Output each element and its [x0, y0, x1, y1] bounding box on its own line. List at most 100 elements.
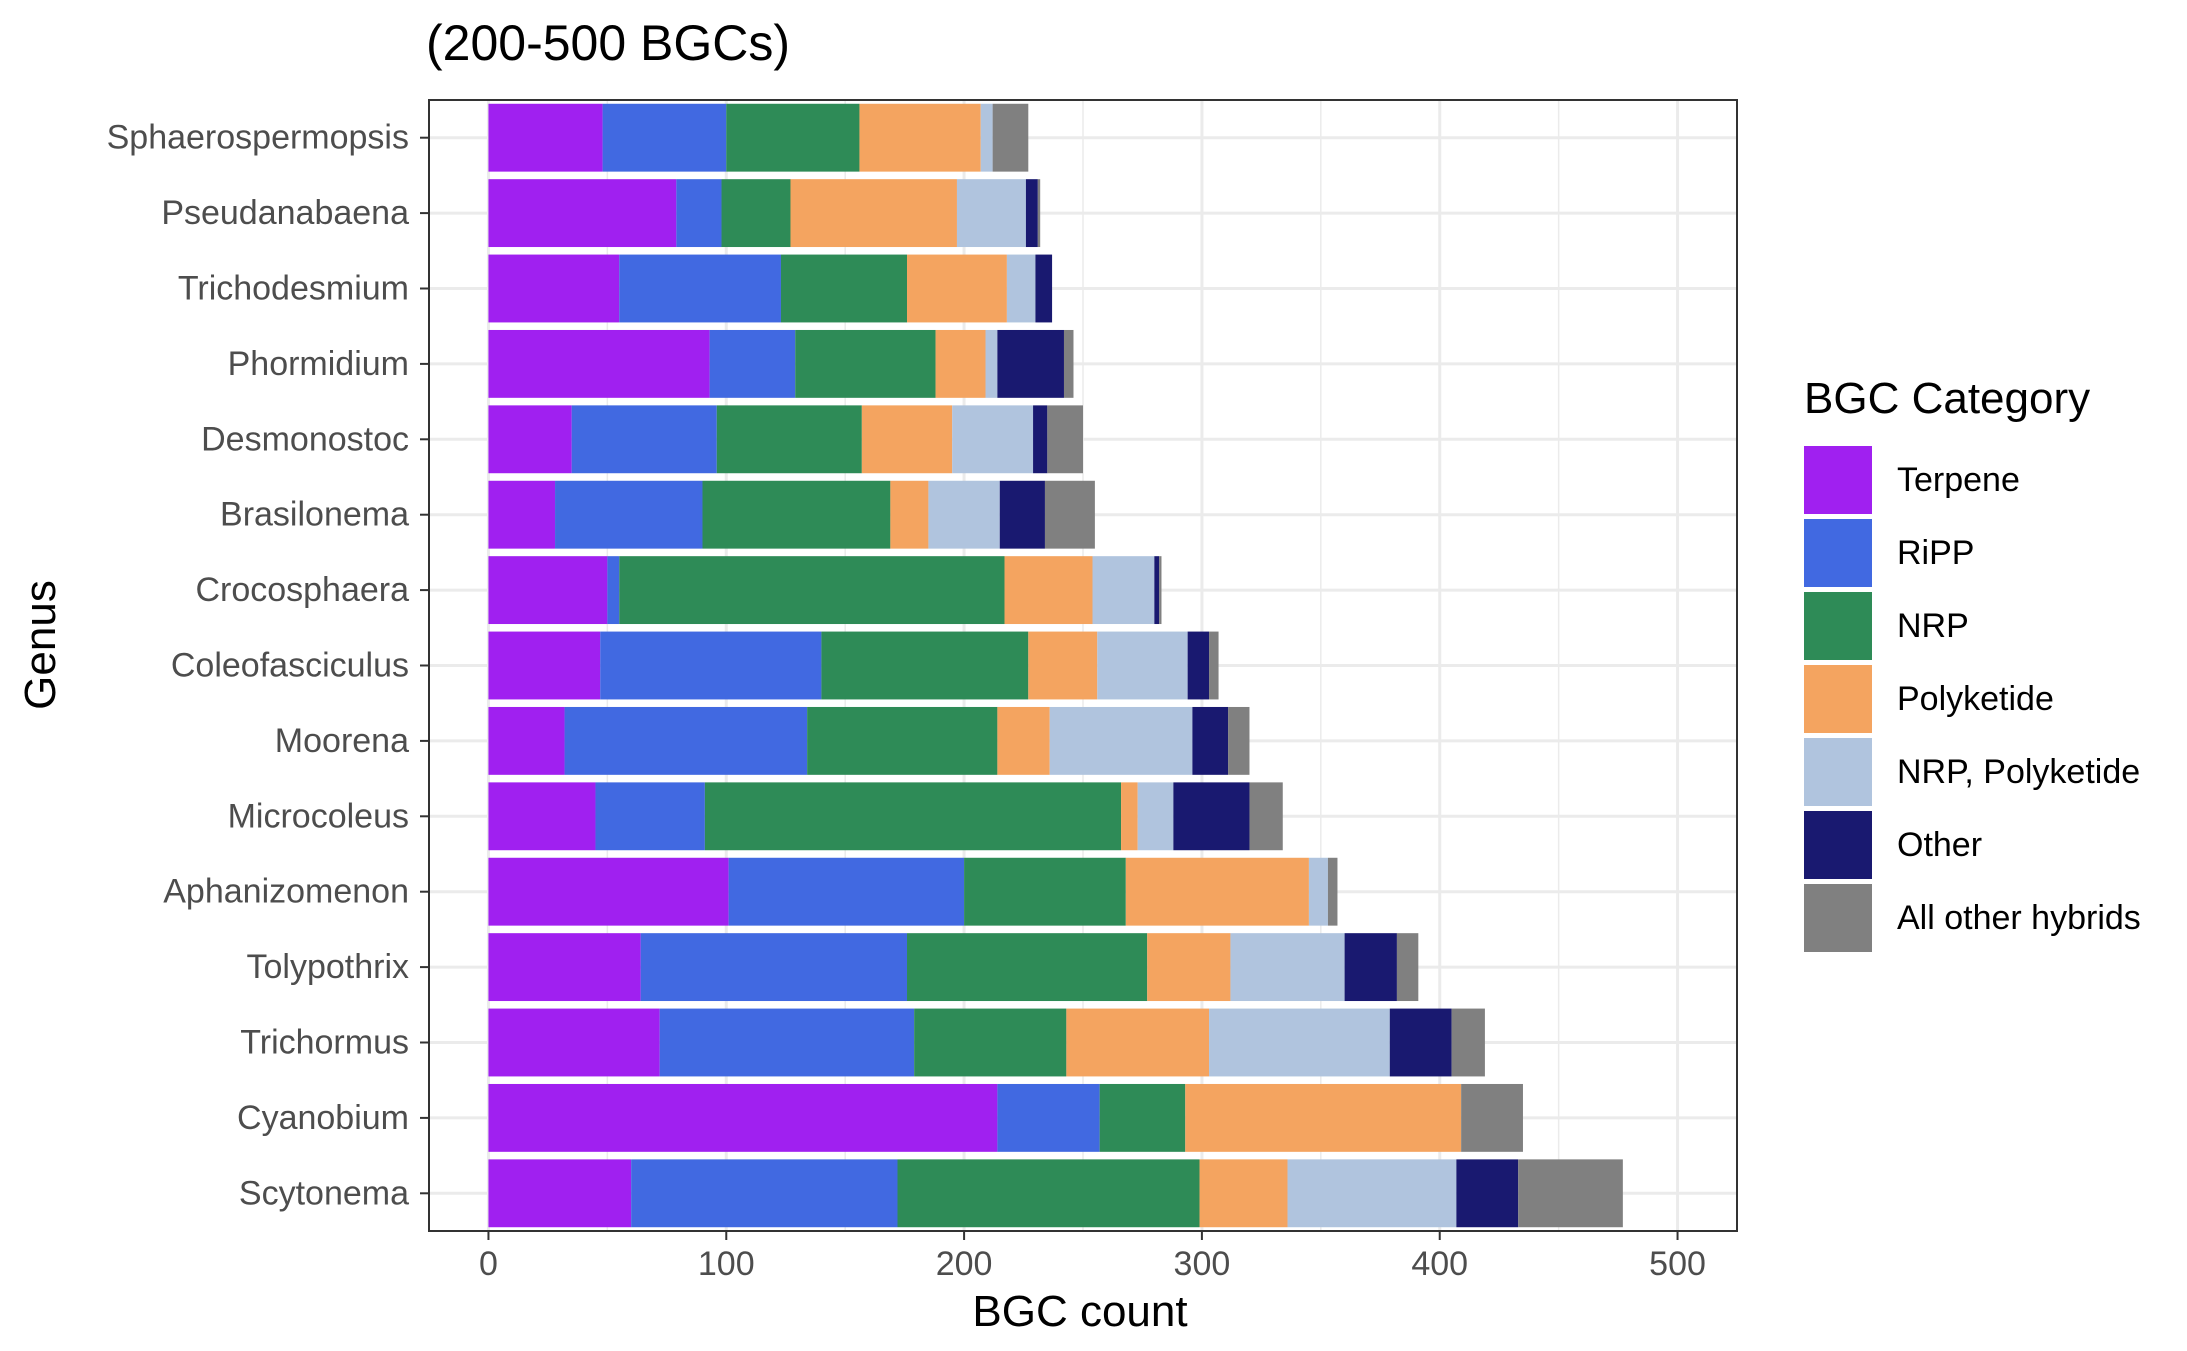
- bar-segment-all-other-hybrids-microcoleus: [1249, 782, 1283, 851]
- bar-segment-polyketide-coleofasciculus: [1028, 631, 1098, 700]
- bar-segment-terpene-phormidium: [488, 329, 710, 398]
- bar-segment-polyketide-aphanizomenon: [1125, 857, 1309, 926]
- bar-segment-nrp-tolypothrix: [907, 933, 1148, 1002]
- bar-segment-polyketide-sphaerospermopsis: [859, 103, 981, 172]
- legend-label: Other: [1897, 826, 1982, 864]
- legend-label: NRP: [1897, 607, 1969, 645]
- bar-segment-nrp-phormidium: [795, 329, 936, 398]
- y-tick-label: Trichormus: [240, 1024, 409, 1062]
- bar-segment-other-brasilonema: [999, 480, 1045, 549]
- bar-segment-all-other-hybrids-aphanizomenon: [1327, 857, 1338, 926]
- bar-segment-terpene-crocosphaera: [488, 556, 608, 625]
- bar-segment-nrp-trichodesmium: [780, 254, 908, 323]
- bar-segment-other-pseudanabaena: [1025, 179, 1038, 248]
- bar-segment-terpene-pseudanabaena: [488, 179, 677, 248]
- bar-segment-other-trichodesmium: [1035, 254, 1053, 323]
- bar-segment-other-crocosphaera: [1154, 556, 1160, 625]
- bar-segment-ripp-brasilonema: [555, 480, 703, 549]
- bar-segment-nrp-moorena: [807, 706, 998, 775]
- x-tick-label: 500: [1649, 1245, 1706, 1283]
- bar-segment-ripp-cyanobium: [997, 1083, 1100, 1152]
- bar-segment-nrp-aphanizomenon: [964, 857, 1126, 926]
- bar-segment-other-coleofasciculus: [1187, 631, 1210, 700]
- bar-segment-nrp-polyketide-coleofasciculus: [1097, 631, 1188, 700]
- bar-segment-nrp-polyketide-moorena: [1049, 706, 1193, 775]
- y-tick-label: Brasilonema: [220, 496, 409, 534]
- bar-segment-nrp-scytonema: [897, 1159, 1200, 1228]
- y-tick-label: Moorena: [275, 722, 409, 760]
- y-tick-label: Pseudanabaena: [161, 194, 409, 232]
- y-tick-label: Sphaerospermopsis: [107, 119, 409, 157]
- bar-segment-terpene-trichormus: [488, 1008, 660, 1077]
- bar-segment-polyketide-microcoleus: [1121, 782, 1138, 851]
- bar-segment-nrp-polyketide-microcoleus: [1137, 782, 1174, 851]
- legend-key-polyketide: [1804, 665, 1872, 733]
- bar-segment-other-tolypothrix: [1344, 933, 1397, 1002]
- bar-segment-nrp-coleofasciculus: [821, 631, 1029, 700]
- bar-segment-nrp-polyketide-sphaerospermopsis: [980, 103, 993, 172]
- legend-key-terpene: [1804, 446, 1872, 514]
- bar-segment-nrp-polyketide-crocosphaera: [1092, 556, 1155, 625]
- bar-segment-terpene-desmonostoc: [488, 405, 572, 474]
- legend-title: BGC Category: [1804, 374, 2090, 423]
- bar-segment-ripp-phormidium: [709, 329, 796, 398]
- y-tick-label: Desmonostoc: [201, 420, 409, 458]
- y-tick-label: Phormidium: [228, 345, 409, 383]
- bar-segment-ripp-coleofasciculus: [600, 631, 822, 700]
- bar-segment-ripp-desmonostoc: [571, 405, 717, 474]
- bar-segment-polyketide-scytonema: [1199, 1159, 1288, 1228]
- legend-key-nrp-polyketide: [1804, 738, 1872, 806]
- bar-segment-all-other-hybrids-scytonema: [1518, 1159, 1623, 1228]
- bar-segment-terpene-sphaerospermopsis: [488, 103, 603, 172]
- bar-segment-terpene-moorena: [488, 706, 565, 775]
- legend-label: Polyketide: [1897, 680, 2054, 718]
- y-tick-label: Aphanizomenon: [163, 873, 409, 911]
- bar-segment-nrp-polyketide-trichormus: [1209, 1008, 1390, 1077]
- y-tick-label: Trichodesmium: [178, 270, 409, 308]
- bar-segment-ripp-sphaerospermopsis: [602, 103, 727, 172]
- bar-segment-ripp-pseudanabaena: [676, 179, 722, 248]
- chart-title: (200-500 BGCs): [426, 15, 790, 71]
- bar-segment-all-other-hybrids-tolypothrix: [1396, 933, 1419, 1002]
- bar-segment-polyketide-phormidium: [935, 329, 986, 398]
- bar-segment-terpene-trichodesmium: [488, 254, 620, 323]
- y-tick-label: Coleofasciculus: [171, 647, 409, 685]
- y-tick-label: Microcoleus: [228, 797, 409, 835]
- bar-segment-polyketide-trichodesmium: [907, 254, 1007, 323]
- bar-segment-all-other-hybrids-moorena: [1228, 706, 1250, 775]
- bar-segment-polyketide-desmonostoc: [861, 405, 953, 474]
- x-tick-label: 400: [1411, 1245, 1468, 1283]
- bar-segment-nrp-desmonostoc: [716, 405, 862, 474]
- bar-segment-nrp-polyketide-scytonema: [1287, 1159, 1457, 1228]
- bar-segment-all-other-hybrids-coleofasciculus: [1209, 631, 1219, 700]
- bar-segment-terpene-coleofasciculus: [488, 631, 601, 700]
- legend-key-ripp: [1804, 519, 1872, 587]
- x-tick-label: 100: [698, 1245, 755, 1283]
- bar-segment-nrp-polyketide-tolypothrix: [1230, 933, 1345, 1002]
- bar-segment-ripp-trichodesmium: [619, 254, 781, 323]
- bar-segment-polyketide-cyanobium: [1185, 1083, 1462, 1152]
- bar-segment-all-other-hybrids-brasilonema: [1044, 480, 1095, 549]
- legend-key-other: [1804, 811, 1872, 879]
- bar-segment-all-other-hybrids-crocosphaera: [1159, 556, 1162, 625]
- bar-segment-all-other-hybrids-pseudanabaena: [1037, 179, 1041, 248]
- bar-segment-terpene-brasilonema: [488, 480, 556, 549]
- x-tick-label: 300: [1174, 1245, 1231, 1283]
- bar-segment-nrp-brasilonema: [702, 480, 891, 549]
- bar-segment-ripp-aphanizomenon: [728, 857, 965, 926]
- bar-segment-other-scytonema: [1456, 1159, 1519, 1228]
- bar-segment-ripp-microcoleus: [595, 782, 705, 851]
- bar-segment-polyketide-moorena: [997, 706, 1050, 775]
- legend: Terpene RiPP NRP Polyketide NRP, Polyketide O…: [1804, 446, 2141, 952]
- bar-segment-terpene-microcoleus: [488, 782, 596, 851]
- y-tick-label: Scytonema: [239, 1174, 409, 1212]
- bar-segment-ripp-crocosphaera: [607, 556, 620, 625]
- legend-label: RiPP: [1897, 534, 1974, 572]
- bar-segment-nrp-crocosphaera: [619, 556, 1005, 625]
- bar-segment-nrp-trichormus: [914, 1008, 1067, 1077]
- bar-segment-nrp-polyketide-trichodesmium: [1006, 254, 1036, 323]
- bar-segment-nrp-polyketide-desmonostoc: [952, 405, 1034, 474]
- bar-segment-ripp-trichormus: [659, 1008, 915, 1077]
